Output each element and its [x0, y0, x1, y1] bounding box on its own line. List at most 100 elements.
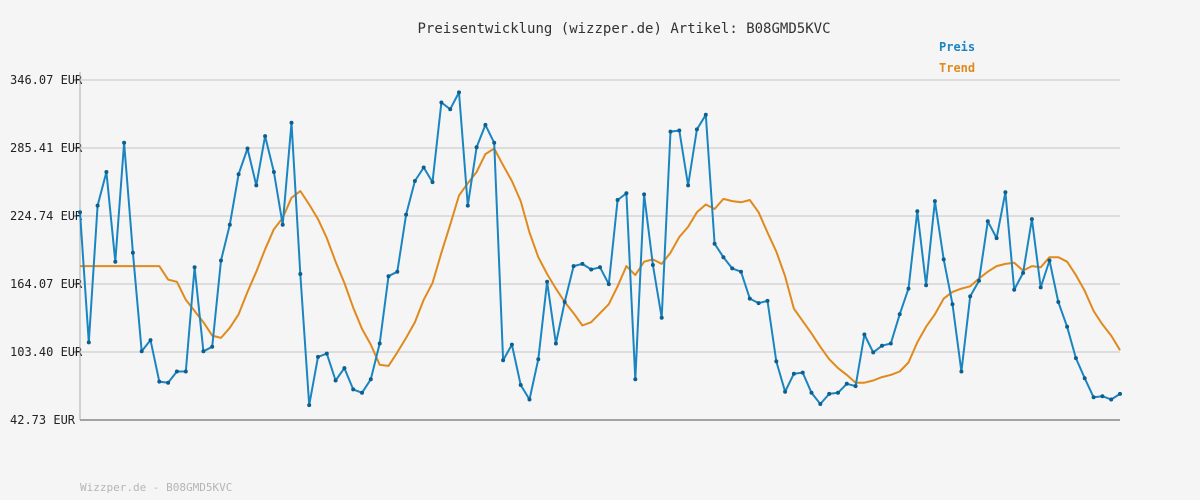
- data-point-preis: [730, 266, 735, 271]
- data-point-preis: [157, 379, 162, 384]
- data-point-preis: [148, 338, 153, 343]
- series-line-preis: [79, 91, 1121, 407]
- data-point-preis: [316, 354, 320, 359]
- chart-title: Preisentwicklung (wizzper.de) Artikel: B…: [417, 21, 830, 37]
- data-point-preis: [448, 107, 453, 112]
- data-point-preis: [86, 340, 91, 345]
- data-point-preis: [192, 265, 197, 270]
- data-point-preis: [509, 342, 514, 347]
- data-point-preis: [280, 222, 285, 227]
- data-point-preis: [800, 370, 805, 375]
- y-tick-label: 42.73 EUR: [10, 413, 76, 427]
- data-point-preis: [465, 203, 470, 208]
- y-tick-label: 346.07 EUR: [10, 73, 83, 87]
- data-point-preis: [130, 250, 135, 255]
- data-point-preis: [915, 209, 920, 214]
- data-point-preis: [201, 349, 206, 354]
- data-point-preis: [677, 128, 682, 133]
- data-point-preis: [712, 241, 717, 246]
- data-point-preis: [553, 341, 558, 346]
- data-point-preis: [747, 296, 752, 301]
- data-point-preis: [439, 100, 444, 105]
- data-point-preis: [739, 269, 743, 274]
- footer-text: Wizzper.de - B08GMD5KVC: [80, 481, 232, 494]
- data-point-preis: [298, 272, 303, 276]
- data-point-preis: [501, 358, 506, 363]
- data-point-preis: [598, 265, 602, 270]
- data-point-preis: [368, 377, 373, 382]
- series-line-trend: [80, 147, 1121, 384]
- data-point-preis: [703, 112, 708, 117]
- data-point-preis: [483, 122, 488, 127]
- data-point-preis: [1109, 397, 1114, 402]
- data-point-preis: [880, 343, 884, 348]
- data-point-preis: [994, 236, 999, 241]
- data-point-preis: [113, 259, 118, 264]
- data-point-preis: [968, 294, 973, 299]
- data-point-preis: [1056, 300, 1061, 304]
- data-point-preis: [1021, 270, 1026, 275]
- data-point-preis: [1038, 285, 1043, 290]
- data-point-preis: [227, 222, 232, 227]
- data-point-preis: [404, 212, 409, 217]
- data-point-preis: [1073, 356, 1078, 361]
- data-point-preis: [412, 179, 417, 183]
- data-point-preis: [589, 267, 594, 272]
- data-point-preis: [871, 350, 876, 355]
- data-point-preis: [615, 198, 620, 202]
- data-point-preis: [959, 369, 964, 374]
- data-point-preis: [633, 377, 638, 382]
- data-point-preis: [457, 90, 461, 95]
- data-point-preis: [571, 264, 576, 269]
- data-point-preis: [236, 172, 241, 177]
- data-point-preis: [642, 192, 647, 197]
- data-point-preis: [271, 170, 276, 174]
- data-point-preis: [386, 274, 391, 279]
- data-point-preis: [139, 349, 144, 354]
- data-point-preis: [421, 165, 426, 170]
- data-point-preis: [254, 183, 259, 188]
- data-point-preis: [836, 390, 840, 395]
- data-point-preis: [1003, 190, 1008, 195]
- data-point-preis: [562, 300, 567, 304]
- data-point-preis: [1065, 324, 1070, 329]
- data-point-preis: [977, 278, 981, 283]
- data-point-preis: [1100, 394, 1105, 399]
- data-point-preis: [122, 140, 127, 145]
- data-point-preis: [219, 258, 223, 263]
- data-point-preis: [324, 351, 329, 356]
- data-point-preis: [1029, 217, 1034, 222]
- data-point-preis: [827, 391, 832, 396]
- data-point-preis: [360, 390, 364, 395]
- data-point-preis: [307, 403, 312, 408]
- data-point-preis: [95, 203, 100, 208]
- data-point-preis: [686, 183, 691, 188]
- data-point-preis: [333, 378, 338, 383]
- data-point-preis: [395, 269, 400, 274]
- data-point-preis: [342, 366, 347, 371]
- data-point-preis: [1047, 258, 1052, 263]
- data-point-preis: [906, 286, 911, 291]
- legend-preis: Preis: [939, 40, 975, 54]
- data-point-preis: [694, 127, 699, 132]
- data-point-preis: [492, 140, 497, 145]
- data-point-preis: [985, 219, 990, 224]
- data-point-preis: [174, 369, 179, 374]
- data-point-preis: [245, 146, 250, 151]
- data-point-preis: [518, 383, 523, 387]
- data-point-preis: [783, 389, 788, 394]
- data-point-preis: [1091, 395, 1096, 400]
- data-point-preis: [624, 191, 629, 196]
- data-point-preis: [430, 180, 435, 185]
- data-point-preis: [474, 145, 479, 150]
- legend-trend: Trend: [939, 61, 975, 75]
- data-point-preis: [791, 371, 796, 376]
- data-point-preis: [765, 298, 770, 303]
- data-point-preis: [527, 397, 532, 402]
- data-point-preis: [606, 282, 611, 287]
- y-tick-label: 103.40 EUR: [10, 345, 83, 359]
- y-tick-label: 224.74 EUR: [10, 209, 83, 223]
- data-point-preis: [536, 357, 541, 362]
- data-point-preis: [721, 255, 726, 260]
